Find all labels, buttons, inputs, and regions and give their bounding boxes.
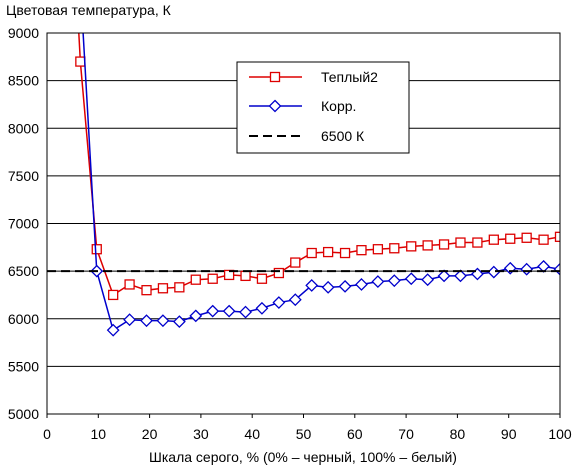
y-tick-label-7: 8500 — [8, 73, 39, 89]
data-point-1-19 — [404, 272, 418, 286]
data-point-1-16 — [355, 278, 368, 291]
data-point-0-12 — [273, 267, 285, 279]
data-point-0-10 — [240, 270, 251, 282]
data-point-1-2 — [123, 313, 137, 327]
data-point-0-4 — [141, 285, 152, 296]
data-point-1-26 — [520, 262, 534, 276]
data-point-1-5 — [172, 315, 186, 329]
legend-label-2: 6500 К — [321, 128, 365, 144]
data-point-0-14 — [306, 247, 317, 259]
data-point-0-0 — [75, 56, 86, 67]
data-point-1-15 — [338, 279, 352, 293]
data-point-0-22 — [438, 239, 450, 250]
data-point-0-28 — [538, 234, 549, 245]
data-point-1-21 — [437, 269, 451, 283]
data-point-0-27 — [521, 232, 532, 243]
data-point-0-18 — [372, 244, 384, 255]
x-tick-label-0: 0 — [43, 426, 51, 442]
data-point-1-3 — [140, 314, 153, 328]
y-tick-label-8: 9000 — [8, 25, 39, 41]
legend-marker-1 — [268, 99, 282, 113]
data-point-1-18 — [387, 274, 401, 288]
x-tick-label-2: 20 — [142, 426, 158, 442]
x-tick-label-8: 80 — [450, 426, 466, 442]
data-point-1-14 — [321, 280, 335, 294]
x-tick-label-6: 60 — [347, 426, 363, 442]
x-tick-label-7: 70 — [398, 426, 414, 442]
data-point-0-25 — [488, 234, 499, 245]
data-point-1-10 — [255, 301, 269, 315]
legend-marker-0 — [269, 71, 281, 83]
data-point-0-1 — [91, 244, 102, 255]
data-point-1-17 — [371, 275, 385, 289]
series-1 — [82, 33, 560, 337]
x-axis-ticks: 0 10 20 30 40 50 60 70 80 90 100 — [43, 414, 572, 442]
data-point-0-15 — [322, 246, 334, 258]
data-point-0-11 — [256, 273, 268, 284]
data-point-1-22 — [454, 269, 467, 283]
series-0 — [75, 33, 560, 301]
data-point-0-7 — [190, 274, 201, 285]
y-axis-title: Цветовая температура, К — [6, 2, 172, 18]
x-tick-label-1: 10 — [91, 426, 107, 442]
data-point-0-13 — [290, 257, 301, 268]
x-tick-label-4: 40 — [244, 426, 260, 442]
y-tick-label-6: 8000 — [8, 120, 39, 136]
legend-label-1: Корр. — [321, 98, 356, 114]
y-tick-label-2: 6000 — [8, 311, 39, 327]
data-point-0-17 — [356, 245, 367, 256]
x-tick-label-9: 90 — [501, 426, 517, 442]
series-line-1 — [82, 33, 560, 332]
x-tick-label-3: 30 — [193, 426, 209, 442]
legend-items: Теплый2 Корр. 6500 К — [249, 69, 378, 144]
data-point-0-23 — [455, 237, 466, 248]
data-point-0-8 — [207, 273, 218, 284]
data-point-0-19 — [389, 243, 400, 254]
legend: Теплый2 Корр. 6500 К — [236, 61, 410, 154]
data-point-1-7 — [206, 304, 220, 318]
y-tick-label-0: 5000 — [8, 406, 39, 422]
data-point-0-24 — [472, 237, 483, 248]
x-tick-label-10: 100 — [548, 426, 572, 442]
data-point-1-8 — [222, 304, 236, 318]
x-tick-label-5: 50 — [296, 426, 312, 442]
y-tick-label-1: 5500 — [8, 358, 39, 374]
data-point-0-20 — [406, 241, 417, 252]
y-tick-label-4: 7000 — [8, 216, 39, 232]
data-point-0-6 — [174, 282, 185, 293]
x-axis-title: Шкала серого, % (0% – черный, 100% – бел… — [149, 449, 457, 465]
y-tick-label-5: 7500 — [8, 168, 39, 184]
data-point-1-13 — [305, 278, 319, 292]
y-tick-label-3: 6500 — [8, 263, 39, 279]
data-point-1-1 — [106, 323, 120, 337]
data-point-1-6 — [189, 309, 203, 323]
legend-label-0: Теплый2 — [321, 69, 378, 85]
data-point-0-3 — [124, 279, 135, 290]
data-point-0-5 — [157, 283, 169, 294]
data-point-0-21 — [422, 240, 433, 251]
y-axis-ticks: 5000 5500 6000 6500 7000 7500 8000 8500 9000 — [8, 25, 39, 422]
series-layer — [47, 33, 560, 337]
data-point-0-29 — [554, 231, 560, 242]
data-point-1-9 — [239, 305, 252, 319]
data-point-1-11 — [272, 296, 286, 309]
data-point-1-20 — [421, 273, 435, 287]
data-point-0-2 — [108, 289, 119, 301]
data-point-0-26 — [505, 233, 516, 244]
data-point-1-12 — [288, 293, 302, 307]
data-point-0-16 — [339, 247, 351, 259]
data-point-1-4 — [156, 314, 170, 328]
